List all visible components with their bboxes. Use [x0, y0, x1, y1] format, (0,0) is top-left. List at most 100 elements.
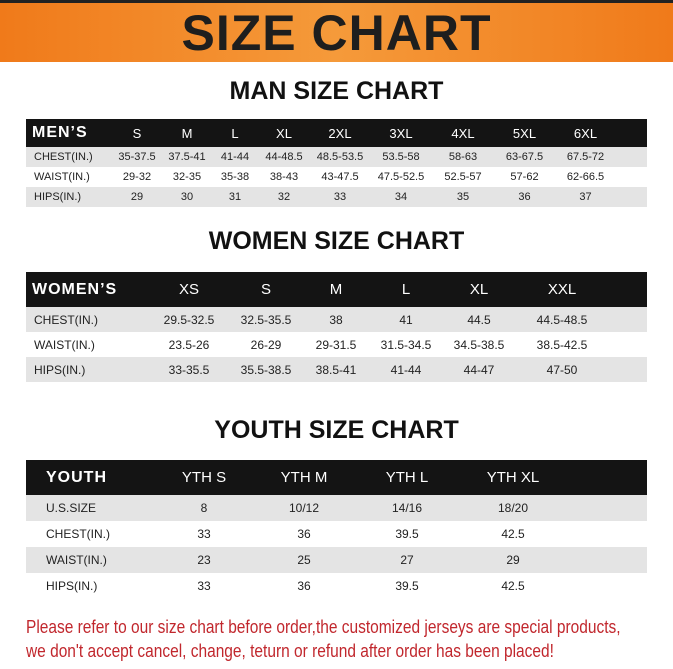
table-cell: 33-35.5 — [168, 362, 210, 377]
table-cell: 29 — [130, 191, 144, 203]
table-cell: 35 — [456, 191, 470, 203]
row-label: HIPS(IN.) — [34, 362, 86, 377]
table-cell: 30 — [180, 191, 194, 203]
table-row: HIPS(IN.) 33 36 39.5 42.5 — [26, 573, 647, 599]
table-cell: 36 — [297, 527, 311, 541]
table-cell: 48.5-53.5 — [316, 151, 364, 163]
banner-title: SIZE CHART — [181, 5, 492, 61]
table-row: WAIST(IN.) 23 25 27 29 — [26, 547, 647, 573]
table-cell: 57-62 — [510, 171, 539, 183]
size-header: S — [132, 125, 142, 141]
table-cell: 41-44 — [390, 362, 422, 377]
youth-title: YOUTH SIZE CHART — [214, 416, 459, 444]
table-cell: 18/20 — [497, 501, 529, 515]
row-label: U.S.SIZE — [46, 501, 97, 515]
table-cell: 34 — [394, 191, 408, 203]
women-size-table: WOMEN’S XS S M L XL XXL CHEST(IN.) 29.5-32.5 32.5… — [26, 272, 647, 382]
table-cell: 36 — [297, 579, 311, 593]
table-cell: 43-47.5 — [321, 171, 359, 183]
size-header: YTH M — [280, 469, 328, 486]
row-label: CHEST(IN.) — [46, 527, 110, 541]
notice-line-2: we don't accept cancel, change, teturn o… — [26, 641, 554, 661]
table-row: HIPS(IN.) 29 30 31 32 33 34 35 36 37 — [26, 187, 647, 207]
table-cell: 23.5-26 — [168, 337, 210, 352]
table-cell: 8 — [200, 501, 208, 515]
table-cell: 39.5 — [395, 579, 419, 593]
size-header: YTH XL — [486, 469, 540, 486]
size-header: 6XL — [573, 125, 598, 141]
table-cell: 42.5 — [501, 579, 525, 593]
table-cell: 25 — [297, 553, 311, 567]
table-cell: 38.5-41 — [315, 362, 357, 377]
table-cell: 29 — [506, 553, 520, 567]
size-header: M — [329, 281, 343, 298]
table-cell: 41-44 — [220, 151, 250, 163]
header-label: WOMEN’S — [32, 280, 118, 298]
table-cell: 33 — [197, 579, 211, 593]
table-cell: 31.5-34.5 — [380, 337, 432, 352]
table-cell: 29-31.5 — [315, 337, 357, 352]
men-title: MAN SIZE CHART — [229, 77, 444, 105]
table-cell: 36 — [518, 191, 531, 203]
row-label: WAIST(IN.) — [34, 337, 95, 352]
table-row: WAIST(IN.) 29-32 32-35 35-38 38-43 43-47.5 47.… — [26, 167, 647, 187]
table-cell: 39.5 — [395, 527, 419, 541]
row-label: WAIST(IN.) — [46, 553, 107, 567]
table-cell: 23 — [197, 553, 211, 567]
table-cell: 32.5-35.5 — [240, 312, 292, 327]
table-cell: 31 — [228, 191, 242, 203]
table-cell: 35-37.5 — [118, 151, 156, 163]
row-label: CHEST(IN.) — [34, 151, 93, 163]
row-label: CHEST(IN.) — [34, 312, 98, 327]
table-cell: 27 — [400, 553, 414, 567]
size-header: L — [401, 281, 411, 298]
table-cell: 44.5-48.5 — [536, 312, 588, 327]
table-cell: 26-29 — [250, 337, 282, 352]
table-cell: 32 — [277, 191, 291, 203]
table-header-row: MEN’S S M L XL 2XL 3XL 4XL 5XL 6XL — [26, 119, 647, 147]
table-cell: 32-35 — [172, 171, 202, 183]
table-row: HIPS(IN.) 33-35.5 35.5-38.5 38.5-41 41-44 44-… — [26, 357, 647, 382]
table-cell: 62-66.5 — [566, 171, 605, 183]
size-header: 5XL — [512, 125, 537, 141]
header-label: MEN’S — [32, 124, 88, 141]
men-size-table: MEN’S S M L XL 2XL 3XL 4XL 5XL 6XL CHEST(IN.) 35-37… — [26, 119, 647, 207]
size-header: 2XL — [328, 125, 352, 141]
table-row: CHEST(IN.) 29.5-32.5 32.5-35.5 38 41 44.5 44.5… — [26, 307, 647, 332]
table-cell: 67.5-72 — [566, 151, 605, 163]
table-header-row: YOUTH YTH S YTH M YTH L YTH XL — [26, 460, 647, 495]
table-row: CHEST(IN.) 35-37.5 37.5-41 41-44 44-48.5 48.5… — [26, 147, 647, 167]
header-label: YOUTH — [46, 468, 107, 486]
table-cell: 41 — [399, 312, 413, 327]
table-cell: 47.5-52.5 — [377, 171, 425, 183]
table-cell: 42.5 — [501, 527, 525, 541]
size-header: YTH L — [385, 469, 429, 486]
notice-line-1: Please refer to our size chart before or… — [26, 617, 621, 637]
table-cell: 33 — [333, 191, 347, 203]
size-header: XS — [178, 281, 199, 298]
table-cell: 35-38 — [220, 171, 250, 183]
table-cell: 38-43 — [269, 171, 299, 183]
table-cell: 35.5-38.5 — [240, 362, 292, 377]
table-cell: 44.5 — [467, 312, 491, 327]
table-cell: 52.5-57 — [444, 171, 482, 183]
size-header: YTH S — [181, 469, 227, 486]
size-header: M — [181, 125, 193, 141]
size-header: L — [231, 125, 239, 141]
table-cell: 29.5-32.5 — [163, 312, 215, 327]
table-cell: 53.5-58 — [382, 151, 420, 163]
table-header-row: WOMEN’S XS S M L XL XXL — [26, 272, 647, 307]
table-cell: 33 — [197, 527, 211, 541]
size-header: XL — [469, 281, 489, 298]
table-cell: 44-48.5 — [265, 151, 303, 163]
table-cell: 38.5-42.5 — [536, 337, 588, 352]
row-label: HIPS(IN.) — [34, 191, 82, 203]
size-header: XXL — [547, 281, 577, 298]
size-header: XL — [276, 125, 292, 141]
table-cell: 63-67.5 — [505, 151, 544, 163]
size-header: 3XL — [389, 125, 413, 141]
table-row: U.S.SIZE 8 10/12 14/16 18/20 — [26, 495, 647, 521]
youth-size-table: YOUTH YTH S YTH M YTH L YTH XL U.S.SIZE 8 10/12… — [26, 460, 647, 599]
table-cell: 38 — [329, 312, 343, 327]
table-row: WAIST(IN.) 23.5-26 26-29 29-31.5 31.5-34.5 34… — [26, 332, 647, 357]
